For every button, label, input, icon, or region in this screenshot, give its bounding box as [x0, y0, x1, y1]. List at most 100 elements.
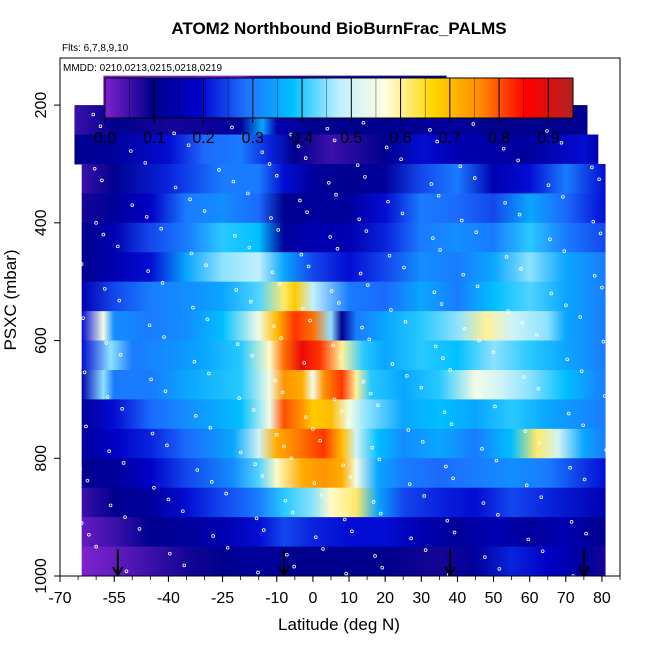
flight-track-point — [516, 158, 520, 163]
colorbar-tick-label: 0.7 — [439, 130, 461, 147]
flight-track-point — [603, 394, 607, 398]
flight-track-point — [204, 263, 208, 268]
flight-track-point — [536, 387, 541, 391]
flight-track-point — [302, 361, 307, 365]
flight-track-point — [72, 250, 77, 255]
flight-track-point — [144, 215, 149, 219]
profile-arrow-layer — [111, 549, 590, 577]
flight-track-point — [269, 216, 273, 220]
flight-track-point — [496, 512, 500, 517]
flight-track-point — [442, 410, 447, 415]
flight-track-point — [332, 397, 337, 402]
flight-track-point — [444, 464, 448, 469]
flight-track-point — [562, 249, 567, 253]
flight-track-point — [238, 450, 243, 455]
flight-track-point — [248, 299, 253, 304]
flight-track-point — [298, 198, 302, 203]
flight-track-point — [92, 166, 97, 171]
flight-track-point — [584, 531, 588, 536]
flight-track-point — [308, 318, 312, 323]
flight-track-point — [506, 309, 510, 313]
flight-track-point — [256, 570, 260, 575]
flight-track-point — [342, 517, 347, 522]
flight-track-point — [328, 235, 333, 239]
y-tick-label: 1000 — [33, 558, 50, 594]
flight-track-point — [439, 302, 444, 306]
chart-annotation: MMDD: 0210,0213,0215,0218,0219 — [63, 63, 222, 74]
flight-track-point — [475, 284, 480, 289]
flight-track-point — [79, 521, 84, 525]
flight-track-point — [117, 298, 122, 303]
flight-track-point — [69, 142, 74, 146]
x-tick-label: -70 — [48, 590, 71, 607]
flight-track-point — [568, 465, 572, 470]
flight-track-point — [480, 447, 484, 451]
flight-track-point — [319, 492, 324, 497]
x-tick-label: 10 — [340, 590, 358, 607]
flight-track-point — [107, 449, 111, 454]
x-tick-label: 80 — [593, 590, 611, 607]
flight-track-point — [311, 427, 315, 431]
flight-track-point — [559, 140, 564, 145]
flight-track-point — [501, 146, 506, 151]
flight-track-point — [292, 564, 296, 569]
flight-track-point — [277, 282, 282, 286]
flight-track-point — [149, 377, 153, 382]
flight-track-point — [283, 498, 288, 503]
flight-track-point — [312, 481, 317, 485]
x-tick-label: 40 — [449, 590, 467, 607]
flight-track-point — [355, 163, 360, 167]
flight-track-point — [462, 326, 467, 331]
flight-track-point — [338, 355, 343, 359]
flight-track-point — [524, 483, 529, 488]
flight-track-point — [208, 425, 213, 430]
flight-track-point — [405, 374, 409, 378]
flight-track-point — [74, 304, 78, 309]
flight-track-point — [94, 544, 98, 549]
flight-track-point — [337, 301, 341, 305]
flight-track-point — [582, 477, 587, 482]
flight-track-point — [565, 357, 570, 362]
flight-track-point — [549, 291, 554, 296]
flight-track-point — [423, 548, 428, 552]
flight-track-point — [539, 495, 544, 499]
flight-track-point — [205, 317, 210, 322]
flight-track-point — [303, 415, 308, 419]
profile-arrow-head — [444, 566, 457, 577]
flight-track-point — [217, 168, 221, 172]
flight-track-point — [165, 443, 169, 448]
flight-track-point — [433, 344, 438, 349]
flight-track-point — [81, 316, 85, 320]
flight-track-point — [303, 156, 308, 160]
flight-track-point — [452, 530, 457, 535]
flight-track-point — [116, 244, 120, 249]
flight-track-point — [290, 510, 295, 515]
flight-track-point — [181, 509, 185, 514]
flight-track-point — [98, 124, 103, 129]
flight-track-point — [313, 535, 318, 539]
flight-track-point — [384, 145, 389, 150]
flight-track-point — [503, 201, 507, 205]
flight-track-point — [371, 500, 376, 504]
flight-track-point — [431, 236, 435, 240]
flight-track-point — [137, 527, 142, 531]
heatmap-band — [74, 134, 599, 165]
colorbar-gradient — [104, 77, 574, 119]
flight-track-point — [390, 362, 395, 366]
heatmap-band — [81, 311, 606, 342]
y-tick-label: 400 — [33, 209, 50, 236]
flight-track-point — [84, 424, 88, 429]
heatmap-band — [81, 252, 606, 283]
profile-arrow-head — [111, 566, 124, 577]
colorbar-tick-label: 0.9 — [537, 130, 559, 147]
flight-track-point — [517, 212, 522, 217]
flight-track-point — [459, 218, 464, 223]
flight-track-point — [591, 219, 596, 224]
colorbar: 0.0 0.1 0.2 0.3 0.4 0.5 0.6 0.7 0.8 0.9 — [94, 77, 574, 147]
flight-track-point — [600, 285, 604, 290]
flight-track-point — [451, 476, 455, 481]
flight-track-point — [274, 173, 279, 178]
colorbar-tick-label: 0.1 — [143, 130, 165, 147]
heatmap-band — [81, 340, 606, 371]
flight-track-point — [305, 210, 309, 215]
